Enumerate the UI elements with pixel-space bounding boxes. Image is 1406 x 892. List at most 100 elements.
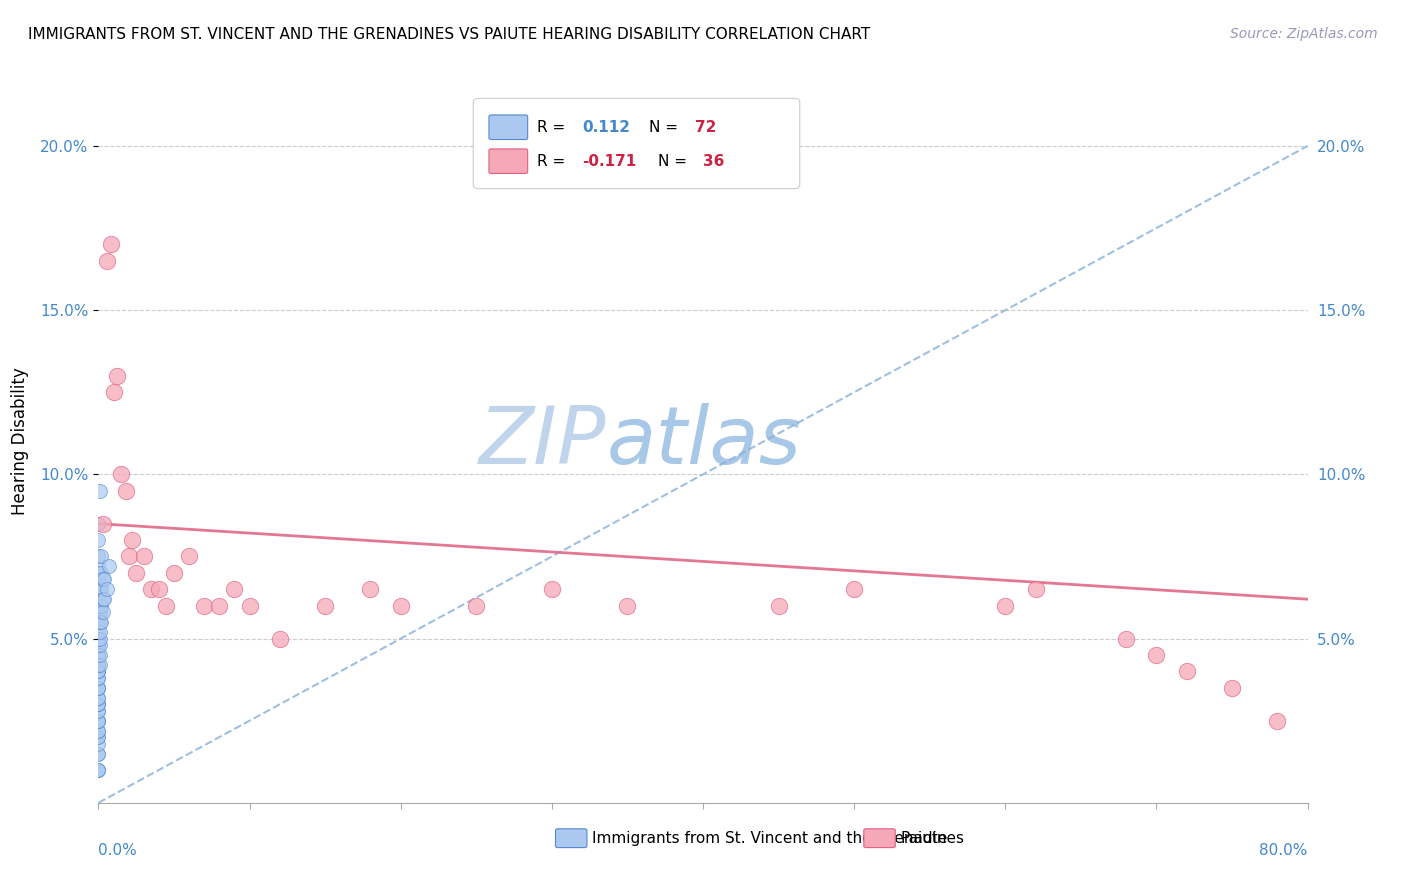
Point xyxy=(89,638,111,652)
Text: R =: R = xyxy=(537,153,571,169)
Text: N =: N = xyxy=(648,120,682,135)
Point xyxy=(87,638,110,652)
Point xyxy=(87,549,110,564)
Point xyxy=(87,671,110,685)
Point xyxy=(1175,665,1198,679)
Point xyxy=(96,253,118,268)
Point xyxy=(1115,632,1137,646)
Point xyxy=(90,582,112,597)
Point xyxy=(87,615,110,630)
Text: Paiute: Paiute xyxy=(900,830,948,846)
Point xyxy=(100,237,122,252)
Point xyxy=(89,599,111,613)
Point xyxy=(1024,582,1046,597)
Text: 0.112: 0.112 xyxy=(582,120,630,135)
Point xyxy=(98,559,121,574)
Text: ZIP: ZIP xyxy=(479,402,606,481)
Point xyxy=(87,714,110,728)
Point xyxy=(224,582,246,597)
Point xyxy=(87,632,110,646)
Point xyxy=(87,698,110,712)
Point xyxy=(87,573,110,587)
Point xyxy=(114,483,136,498)
Text: 36: 36 xyxy=(703,153,724,169)
Text: Immigrants from St. Vincent and the Grenadines: Immigrants from St. Vincent and the Gren… xyxy=(592,830,963,846)
Point xyxy=(87,714,110,728)
Point xyxy=(87,665,110,679)
Point xyxy=(87,730,110,744)
Text: IMMIGRANTS FROM ST. VINCENT AND THE GRENADINES VS PAIUTE HEARING DISABILITY CORR: IMMIGRANTS FROM ST. VINCENT AND THE GREN… xyxy=(28,27,870,42)
Text: atlas: atlas xyxy=(606,402,801,481)
Point xyxy=(87,638,110,652)
Y-axis label: Hearing Disability: Hearing Disability xyxy=(11,368,30,516)
Point xyxy=(89,625,111,640)
Point xyxy=(87,747,110,761)
Point xyxy=(148,582,170,597)
Point xyxy=(89,582,111,597)
Point xyxy=(87,698,110,712)
Point xyxy=(91,592,114,607)
Point xyxy=(87,592,110,607)
Point xyxy=(994,599,1017,613)
Point xyxy=(87,763,110,777)
Point xyxy=(90,599,112,613)
Point xyxy=(87,625,110,640)
Text: 0.0%: 0.0% xyxy=(98,843,138,857)
Point xyxy=(1144,648,1167,662)
Point xyxy=(89,483,111,498)
Point xyxy=(208,599,231,613)
Point xyxy=(87,698,110,712)
Point xyxy=(87,665,110,679)
Point xyxy=(105,368,128,383)
Point xyxy=(87,566,110,580)
Point xyxy=(89,605,111,619)
FancyBboxPatch shape xyxy=(555,829,586,847)
Point xyxy=(87,671,110,685)
Point xyxy=(110,467,132,482)
Point xyxy=(87,665,110,679)
FancyBboxPatch shape xyxy=(489,149,527,173)
Point xyxy=(91,516,114,531)
Point xyxy=(87,582,110,597)
Point xyxy=(616,599,638,613)
Text: N =: N = xyxy=(658,153,692,169)
Point xyxy=(465,599,488,613)
Point xyxy=(87,657,110,672)
Text: R =: R = xyxy=(537,120,571,135)
Point xyxy=(87,690,110,705)
Point xyxy=(87,559,110,574)
Text: 80.0%: 80.0% xyxy=(1260,843,1308,857)
Point xyxy=(87,723,110,738)
Point xyxy=(87,648,110,662)
Point xyxy=(91,573,114,587)
Point xyxy=(121,533,143,547)
FancyBboxPatch shape xyxy=(863,829,896,847)
Point xyxy=(87,747,110,761)
Text: 72: 72 xyxy=(695,120,716,135)
Point xyxy=(87,648,110,662)
Point xyxy=(125,566,148,580)
Point xyxy=(87,714,110,728)
Point xyxy=(96,582,118,597)
Point xyxy=(90,615,112,630)
Text: -0.171: -0.171 xyxy=(582,153,637,169)
Point xyxy=(314,599,336,613)
Point xyxy=(360,582,382,597)
Point xyxy=(87,599,110,613)
Point xyxy=(93,592,115,607)
Point xyxy=(87,763,110,777)
Point xyxy=(87,657,110,672)
Point xyxy=(87,605,110,619)
Point xyxy=(239,599,262,613)
Point xyxy=(87,704,110,718)
Point xyxy=(87,681,110,695)
Point xyxy=(844,582,866,597)
Point xyxy=(768,599,790,613)
Point xyxy=(87,730,110,744)
FancyBboxPatch shape xyxy=(489,115,527,139)
Point xyxy=(132,549,155,564)
Point xyxy=(89,648,111,662)
Point xyxy=(87,516,110,531)
Point xyxy=(90,566,112,580)
Text: Source: ZipAtlas.com: Source: ZipAtlas.com xyxy=(1230,27,1378,41)
